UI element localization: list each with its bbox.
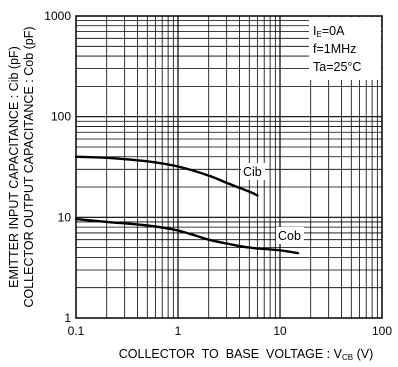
series-label-cib: Cib: [243, 165, 262, 179]
series-label-cob-group: Cob: [276, 227, 304, 244]
condition-temperature: Ta=25°C: [313, 60, 361, 74]
condition-frequency: f=1MHz: [313, 42, 356, 56]
condition-ie-sub: E: [316, 30, 321, 39]
y-tick-label: 10: [58, 210, 72, 224]
plot-frame: [75, 15, 383, 319]
y-tick-label: 100: [51, 110, 71, 124]
series: [74, 155, 300, 255]
grid: [76, 16, 382, 318]
y-axis-title-line2: COLLECTOR OUTPUT CAPACITANCE : Cob (pF): [22, 26, 36, 307]
y-tick-label: 1: [64, 311, 71, 325]
condition-ie-value: =0A: [322, 24, 345, 38]
series-label-cib-bg: [241, 163, 265, 180]
x-tick-label: 10: [273, 324, 287, 338]
x-tick-label: 0.1: [68, 324, 85, 338]
condition-ie-main: I: [313, 24, 316, 38]
y-tick-label: 1000: [44, 9, 71, 23]
y-axis-title-line1: EMITTER INPUT CAPACITANCE : Cib (pF): [7, 46, 21, 288]
conditions-box-frame: [309, 17, 381, 80]
x-tick-label: 100: [372, 324, 392, 338]
conditions-box: IE=0A f=1MHz Ta=25°C: [309, 17, 381, 80]
series-line-cib: [74, 155, 259, 197]
series-label-cib-group: Cib: [241, 163, 265, 180]
x-tick-label: 1: [175, 324, 182, 338]
x-axis-title-unit: (V): [353, 347, 373, 361]
series-label-cob-bg: [276, 227, 304, 244]
series-line-cob: [74, 217, 300, 255]
condition-ie: IE=0A: [313, 24, 345, 39]
x-axis-title-sub: CB: [342, 353, 353, 362]
x-axis-title-main: COLLECTOR TO BASE VOLTAGE : V: [119, 347, 343, 361]
series-label-cob: Cob: [278, 229, 301, 243]
x-axis-title: COLLECTOR TO BASE VOLTAGE : VCB (V): [119, 347, 373, 362]
